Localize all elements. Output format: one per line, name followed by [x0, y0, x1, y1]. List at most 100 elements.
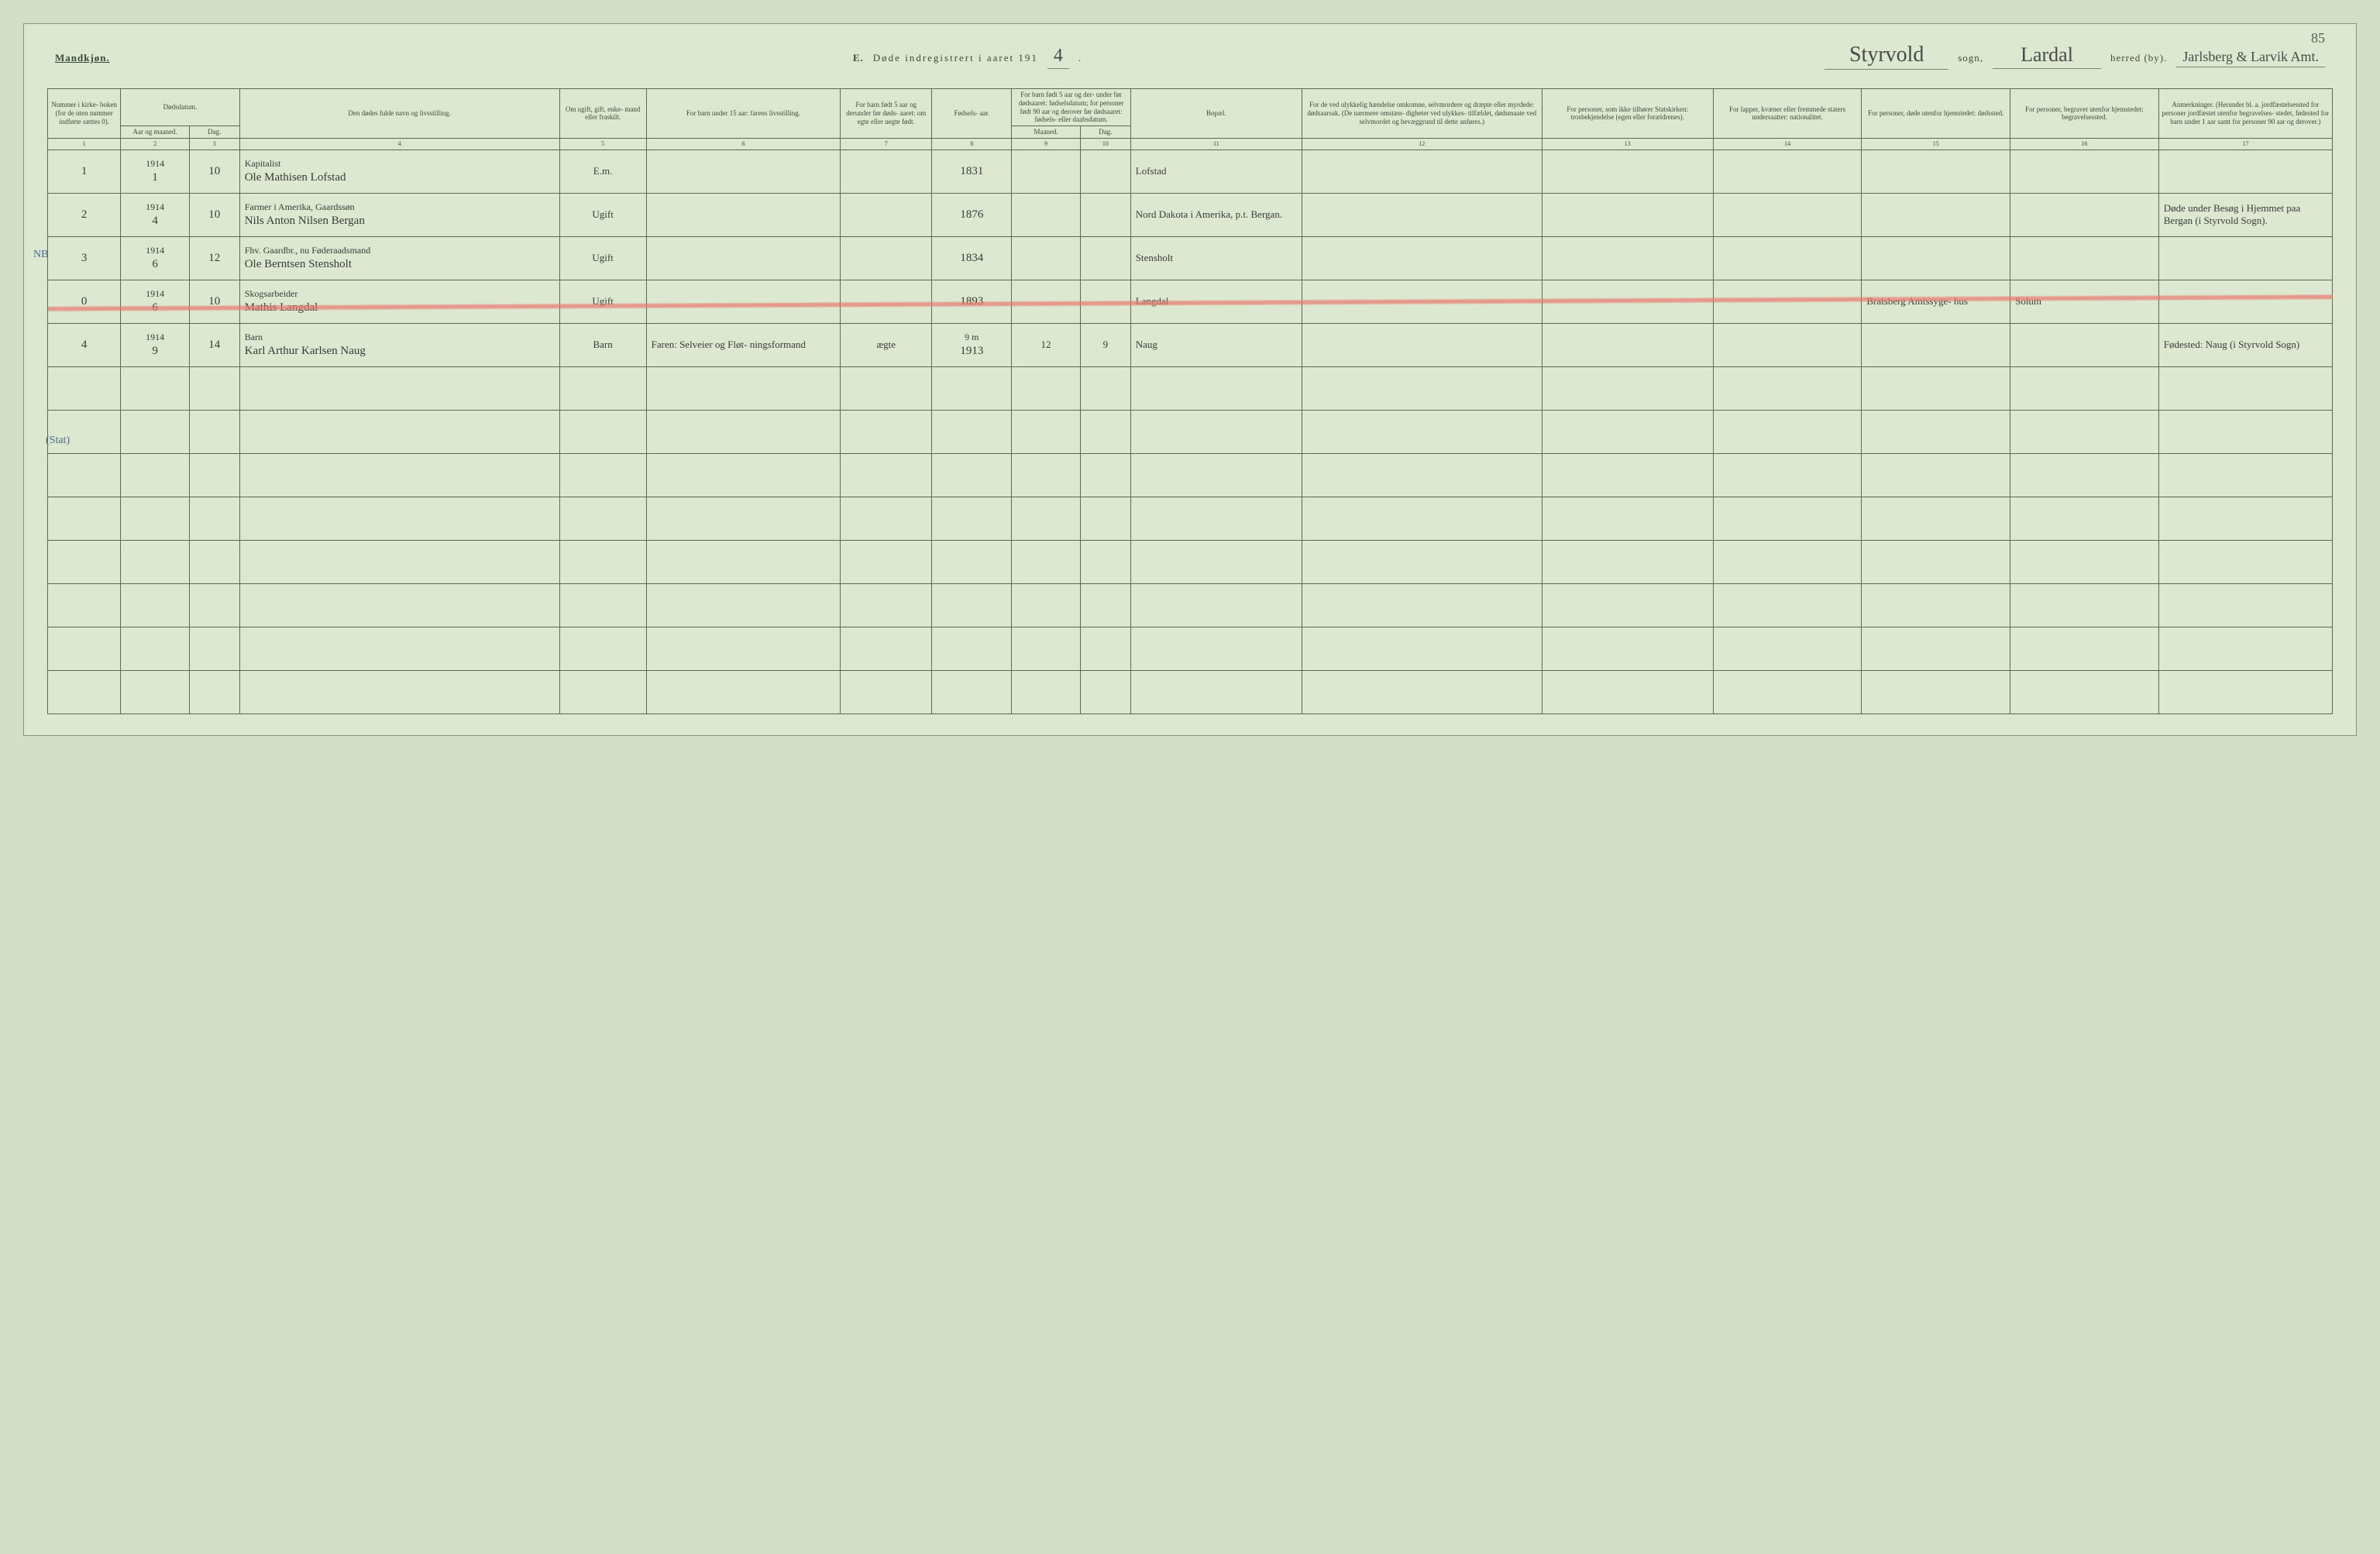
- column-number: 12: [1302, 138, 1542, 150]
- marital-status: Ugift: [559, 236, 646, 280]
- cell-empty: [559, 497, 646, 540]
- col-header: For barn under 15 aar: farens livsstilli…: [646, 89, 841, 139]
- marital-status: Ugift: [559, 193, 646, 236]
- cell-empty: [1862, 453, 2010, 497]
- birth-month: [1012, 193, 1080, 236]
- column-number: 10: [1080, 138, 1130, 150]
- cell-empty: [1542, 670, 1713, 713]
- column-number: 17: [2158, 138, 2332, 150]
- cell-empty: [2158, 670, 2332, 713]
- cell-empty: [646, 627, 841, 670]
- column-number: 3: [189, 138, 239, 150]
- cell-empty: [121, 627, 189, 670]
- cell-empty: [932, 497, 1012, 540]
- cell-empty: [841, 627, 932, 670]
- sogn-label: sogn,: [1958, 52, 1983, 64]
- col-header: For personer, begravet utenfor hjemstede…: [2010, 89, 2159, 139]
- table-row-empty: [48, 497, 2333, 540]
- cell-empty: [2158, 627, 2332, 670]
- amt-value: Jarlsberg & Larvik Amt.: [2176, 49, 2325, 67]
- cell-empty: [121, 410, 189, 453]
- table-row-empty: [48, 670, 2333, 713]
- faith: [1542, 323, 1713, 366]
- cell-empty: [189, 627, 239, 670]
- cell-empty: [121, 670, 189, 713]
- cell-empty: [559, 670, 646, 713]
- marital-status: E.m.: [559, 150, 646, 193]
- title-period: .: [1078, 52, 1082, 64]
- col-subheader: Dag.: [1080, 126, 1130, 139]
- cell-empty: [1012, 627, 1080, 670]
- cell-empty: [48, 583, 121, 627]
- cell-empty: [2158, 540, 2332, 583]
- col-header: For de ved ulykkelig hændelse omkomne, s…: [1302, 89, 1542, 139]
- register-page: 85 NB (Stat) Mandkjøn. E. Døde indregist…: [23, 23, 2357, 736]
- marital-status: Barn: [559, 323, 646, 366]
- cell-empty: [121, 583, 189, 627]
- table-head: Nummer i kirke- boken (for de uten numme…: [48, 89, 2333, 150]
- cell-empty: [646, 497, 841, 540]
- cause: [1302, 193, 1542, 236]
- column-number: 9: [1012, 138, 1080, 150]
- cell-empty: [1542, 583, 1713, 627]
- column-number: 8: [932, 138, 1012, 150]
- cell-empty: [841, 670, 932, 713]
- cell-empty: [932, 627, 1012, 670]
- legitimacy: [841, 236, 932, 280]
- col-header: For personer, som ikke tilhører Statskir…: [1542, 89, 1713, 139]
- cell-empty: [1713, 583, 1862, 627]
- cell-empty: [1130, 670, 1302, 713]
- cell-empty: [189, 410, 239, 453]
- legitimacy: [841, 193, 932, 236]
- cell-empty: [1862, 670, 2010, 713]
- cell-empty: [841, 497, 932, 540]
- nationality: [1713, 280, 1862, 323]
- cell-empty: [1080, 410, 1130, 453]
- cell-empty: [1012, 670, 1080, 713]
- death-year-month: 19144: [121, 193, 189, 236]
- cell-empty: [1080, 453, 1130, 497]
- death-day: 10: [189, 280, 239, 323]
- remarks: [2158, 280, 2332, 323]
- column-number: 11: [1130, 138, 1302, 150]
- cell-empty: [1302, 453, 1542, 497]
- nationality: [1713, 236, 1862, 280]
- legitimacy: [841, 280, 932, 323]
- cell-empty: [121, 366, 189, 410]
- death-day: 10: [189, 150, 239, 193]
- cell-empty: [1130, 627, 1302, 670]
- cell-empty: [121, 540, 189, 583]
- death-place: [1862, 323, 2010, 366]
- legitimacy: ægte: [841, 323, 932, 366]
- death-day: 10: [189, 193, 239, 236]
- table-row-empty: [48, 410, 2333, 453]
- legitimacy: [841, 150, 932, 193]
- death-day: 14: [189, 323, 239, 366]
- death-place: Bratsberg Amtssyge- hus: [1862, 280, 2010, 323]
- birth-month: [1012, 150, 1080, 193]
- cell-empty: [48, 670, 121, 713]
- cell-empty: [1542, 627, 1713, 670]
- cell-empty: [189, 540, 239, 583]
- cell-empty: [2010, 627, 2159, 670]
- cell-empty: [1542, 540, 1713, 583]
- cell-empty: [932, 670, 1012, 713]
- birth-month: 12: [1012, 323, 1080, 366]
- cell-empty: [841, 366, 932, 410]
- table-row-empty: [48, 366, 2333, 410]
- col-header: Den dødes fulde navn og livsstilling.: [239, 89, 559, 139]
- cell-empty: [932, 540, 1012, 583]
- column-number: 13: [1542, 138, 1713, 150]
- cell-empty: [239, 497, 559, 540]
- cell-empty: [189, 497, 239, 540]
- cell-empty: [1302, 410, 1542, 453]
- cell-empty: [1862, 540, 2010, 583]
- burial-place: [2010, 236, 2159, 280]
- col-header: Bopæl.: [1130, 89, 1302, 139]
- col-header: Om ugift, gift, enke- mand eller fraskil…: [559, 89, 646, 139]
- col-header: For barn født 5 aar og derunder før døds…: [841, 89, 932, 139]
- father-occupation: Faren: Selveier og Fløt- ningsformand: [646, 323, 841, 366]
- remarks: [2158, 236, 2332, 280]
- cell-empty: [1713, 670, 1862, 713]
- cell-empty: [841, 410, 932, 453]
